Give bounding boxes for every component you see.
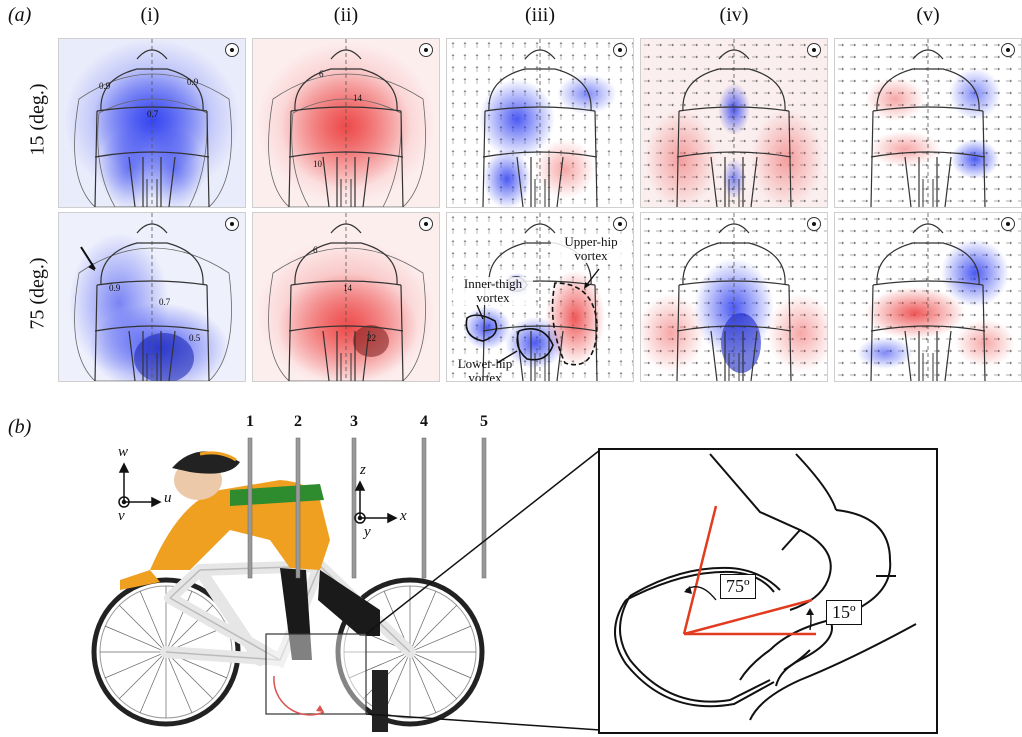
axis-label-x: x bbox=[400, 508, 407, 524]
column-label-v: (v) bbox=[916, 4, 940, 26]
view-direction-icon bbox=[613, 217, 627, 231]
row-label-15: 15 (deg.) bbox=[26, 83, 49, 156]
row-label-75: 75 (deg.) bbox=[26, 257, 49, 330]
axis-label-v: v bbox=[118, 508, 125, 524]
contour-label: 0.7 bbox=[159, 297, 171, 307]
inner-thigh-vortex-label: Inner-thigh vortex bbox=[453, 277, 533, 305]
vorticity-map-iv-75deg bbox=[640, 212, 828, 382]
axis-label-y: y bbox=[364, 524, 371, 540]
view-direction-icon bbox=[1001, 43, 1015, 57]
contour-map-i-15deg: 0.9 0.7 0.9 bbox=[58, 38, 246, 208]
vorticity-map-iv-15deg bbox=[640, 38, 828, 208]
contour-label: 0.9 bbox=[109, 283, 121, 293]
pole-number-2: 2 bbox=[294, 413, 302, 430]
view-direction-icon bbox=[419, 217, 433, 231]
contour-label: 10 bbox=[313, 159, 322, 169]
view-direction-icon bbox=[1001, 217, 1015, 231]
view-direction-icon bbox=[807, 43, 821, 57]
pole-number-4: 4 bbox=[420, 413, 428, 430]
column-label-i: (i) bbox=[140, 4, 160, 26]
upper-hip-vortex-label: Upper-hip vortex bbox=[551, 235, 631, 263]
contour-map-ii-15deg: 6 14 10 bbox=[252, 38, 440, 208]
contour-label: 14 bbox=[353, 93, 362, 103]
vorticity-map-v-75deg bbox=[834, 212, 1022, 382]
view-direction-icon bbox=[225, 43, 239, 57]
cyclist-illustration bbox=[91, 437, 600, 732]
panel-a-label: (a) bbox=[8, 4, 32, 26]
contour-label: 0.7 bbox=[147, 109, 159, 119]
contour-map-i-75deg: 0.9 0.7 0.5 bbox=[58, 212, 246, 382]
view-direction-icon bbox=[419, 43, 433, 57]
crank-angle-inset: 75º 15º bbox=[598, 448, 938, 734]
pole-number-1: 1 bbox=[246, 413, 254, 430]
axis-label-w: w bbox=[118, 444, 129, 460]
panel-b-label: (b) bbox=[8, 416, 32, 438]
view-direction-icon bbox=[225, 217, 239, 231]
contour-label: 0.9 bbox=[99, 81, 111, 91]
contour-label: 14 bbox=[343, 283, 352, 293]
contour-label: 0.5 bbox=[189, 333, 201, 343]
contour-label: 0.9 bbox=[187, 77, 199, 87]
vorticity-map-v-15deg bbox=[834, 38, 1022, 208]
view-direction-icon bbox=[613, 43, 627, 57]
column-label-iv: (iv) bbox=[719, 4, 749, 26]
pole-number-3: 3 bbox=[350, 413, 358, 430]
contour-label: 6 bbox=[313, 245, 318, 255]
column-label-iii: (iii) bbox=[525, 4, 555, 26]
vorticity-map-iii-75deg: Upper-hip vortex Inner-thigh vortex Lowe… bbox=[446, 212, 634, 382]
column-label-ii: (ii) bbox=[333, 4, 359, 26]
contour-map-ii-75deg: 6 14 22 bbox=[252, 212, 440, 382]
axis-label-z: z bbox=[360, 462, 366, 478]
lower-hip-vortex-label: Lower-hip vortex bbox=[457, 356, 513, 382]
axis-label-u: u bbox=[164, 490, 172, 506]
angle-75-label: 75º bbox=[720, 574, 756, 599]
contour-label: 6 bbox=[319, 69, 324, 79]
contour-label: 22 bbox=[367, 333, 376, 343]
angle-15-label: 15º bbox=[826, 600, 862, 625]
pole-number-5: 5 bbox=[480, 413, 488, 430]
vorticity-map-iii-15deg bbox=[446, 38, 634, 208]
view-direction-icon bbox=[807, 217, 821, 231]
